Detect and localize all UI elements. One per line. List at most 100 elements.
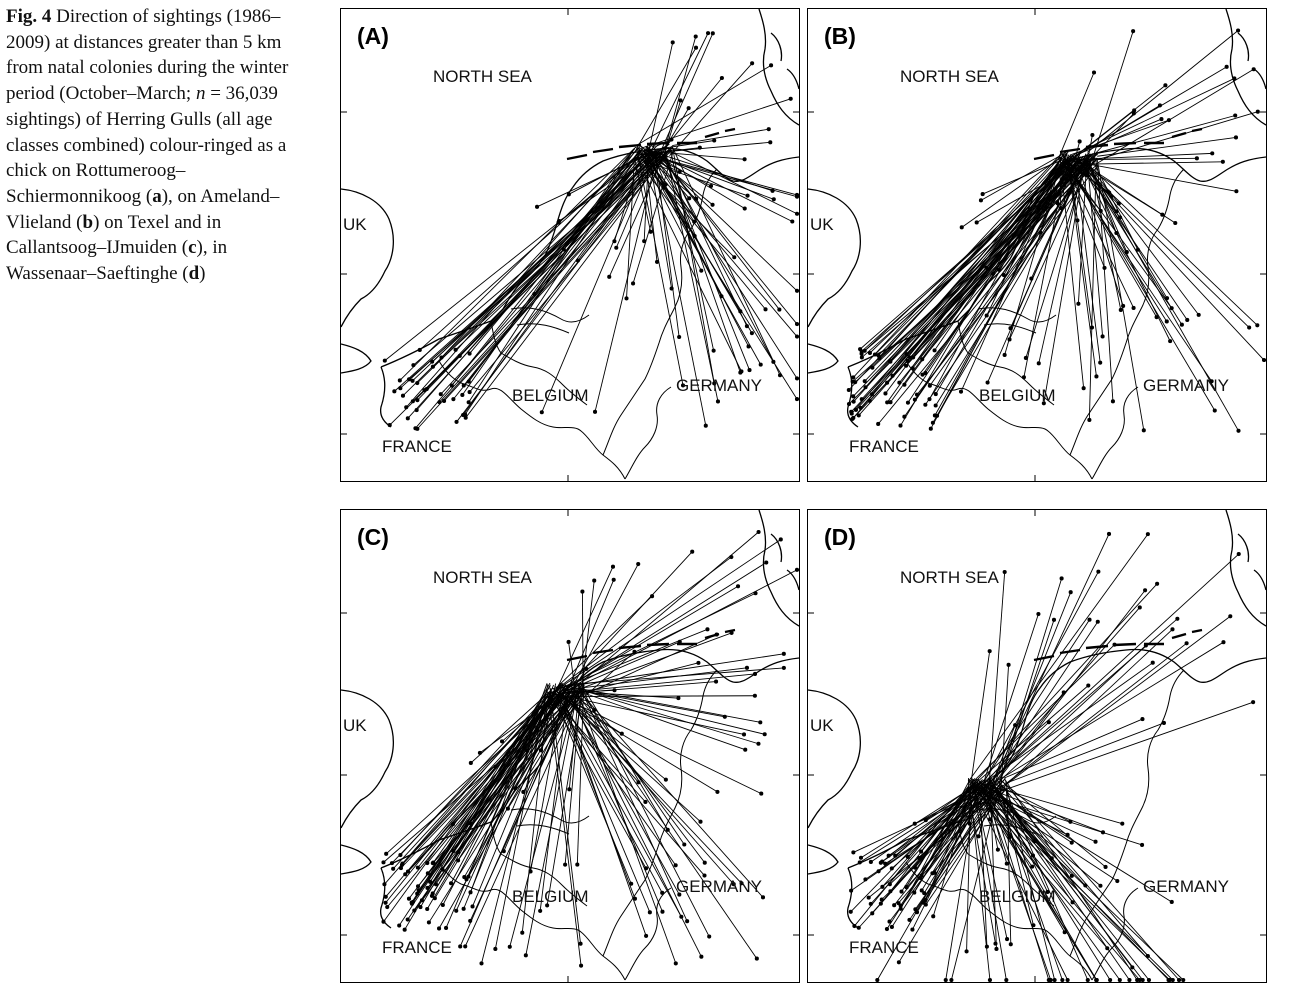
sighting-point [454, 419, 459, 424]
sighting-point [768, 140, 773, 145]
sighting-point [456, 849, 461, 855]
belgium-label: BELGIUM [512, 887, 589, 906]
sighting-line [555, 595, 653, 689]
sighting-line [463, 689, 573, 878]
sighting-line [1083, 159, 1258, 326]
sighting-point [1006, 662, 1011, 667]
sighting-point [1169, 899, 1174, 904]
sighting-line [525, 684, 580, 956]
sighting-line [615, 148, 659, 248]
sighting-point [1116, 201, 1121, 206]
sighting-line [571, 695, 755, 697]
sighting-point [381, 860, 386, 865]
sighting-point [851, 375, 856, 380]
sighting-point [794, 288, 799, 293]
sighting-point [762, 732, 767, 737]
sighting-line [468, 150, 634, 403]
sighting-point [382, 882, 387, 887]
sighting-point [418, 905, 423, 910]
sighting-point [879, 897, 884, 902]
sighting-point [851, 850, 856, 855]
sighting-line [1095, 68, 1254, 165]
sighting-point [442, 398, 447, 404]
sighting-line [660, 156, 798, 325]
sighting-point [919, 888, 924, 893]
sighting-point [856, 413, 861, 418]
sighting-point [976, 834, 981, 839]
sighting-point [665, 827, 670, 832]
sighting-point [758, 720, 763, 725]
belgium-label: BELGIUM [979, 386, 1056, 405]
sighting-point [1098, 360, 1103, 365]
sighting-point [763, 307, 768, 312]
sighting-point [887, 919, 892, 924]
sighting-line [581, 694, 764, 898]
sighting-line [556, 628, 708, 691]
sighting-line [994, 786, 1063, 981]
tick-marks [808, 9, 1266, 481]
sighting-point [872, 352, 878, 357]
sighting-point [931, 914, 936, 919]
sighting-line [558, 585, 739, 693]
sighting-line [411, 682, 563, 904]
sighting-line [1059, 157, 1085, 389]
france-label: FRANCE [849, 938, 919, 957]
sighting-point [744, 665, 750, 670]
sighting-line [404, 687, 575, 875]
denmark-coastline [1225, 9, 1266, 126]
caption-ref-b: b [82, 211, 94, 233]
sighting-line [651, 150, 745, 160]
sighting-point [899, 889, 904, 894]
sighting-line [977, 784, 1066, 933]
sighting-point [905, 400, 911, 405]
sighting-line [1083, 161, 1223, 165]
sighting-line [663, 77, 723, 150]
sighting-line [1086, 113, 1135, 163]
sighting-point [959, 225, 964, 230]
sighting-point [460, 392, 465, 398]
sighting-line [974, 721, 1050, 792]
sighting-point [677, 892, 682, 897]
sighting-point [1131, 29, 1136, 34]
sighting-line [1003, 155, 1076, 276]
sighting-point [859, 355, 864, 360]
sighting-line [669, 62, 753, 157]
sighting-line [424, 155, 653, 391]
sighting-point [980, 192, 985, 197]
uk-south-coastline [341, 343, 372, 374]
sighting-line [644, 146, 798, 292]
sighting-point [958, 389, 964, 394]
sighting-point [1030, 864, 1035, 869]
sighting-point [450, 822, 456, 827]
sighting-point [523, 953, 528, 958]
sighting-point [1087, 417, 1092, 423]
sighting-point [463, 412, 468, 417]
coastline-group [341, 9, 799, 428]
sighting-point [1169, 306, 1174, 311]
sighting-line [1062, 159, 1173, 309]
sighting-line [399, 147, 636, 381]
sighting-line [1006, 722, 1165, 784]
sighting-point [398, 852, 403, 858]
sighting-line [1063, 159, 1237, 192]
sighting-line [642, 147, 753, 334]
sighting-line [925, 787, 1006, 905]
sighting-point [885, 400, 890, 405]
sighting-point [1196, 312, 1201, 317]
sighting-point [771, 197, 776, 202]
sighting-line [469, 692, 576, 922]
sighting-line [654, 154, 745, 209]
sighting-point [978, 198, 983, 203]
sighting-point [1069, 840, 1074, 845]
sighting-line [669, 149, 715, 351]
sighting-line [579, 686, 688, 922]
sighting-point [866, 895, 871, 900]
sighting-point [1093, 839, 1098, 844]
sighting-point [850, 416, 855, 421]
panel-label-a: (A) [357, 23, 389, 49]
sighting-point [934, 413, 940, 418]
sighting-point [876, 869, 881, 874]
border-border4 [1091, 386, 1139, 480]
sighting-line [979, 571, 1099, 790]
sighting-line [984, 621, 1099, 792]
